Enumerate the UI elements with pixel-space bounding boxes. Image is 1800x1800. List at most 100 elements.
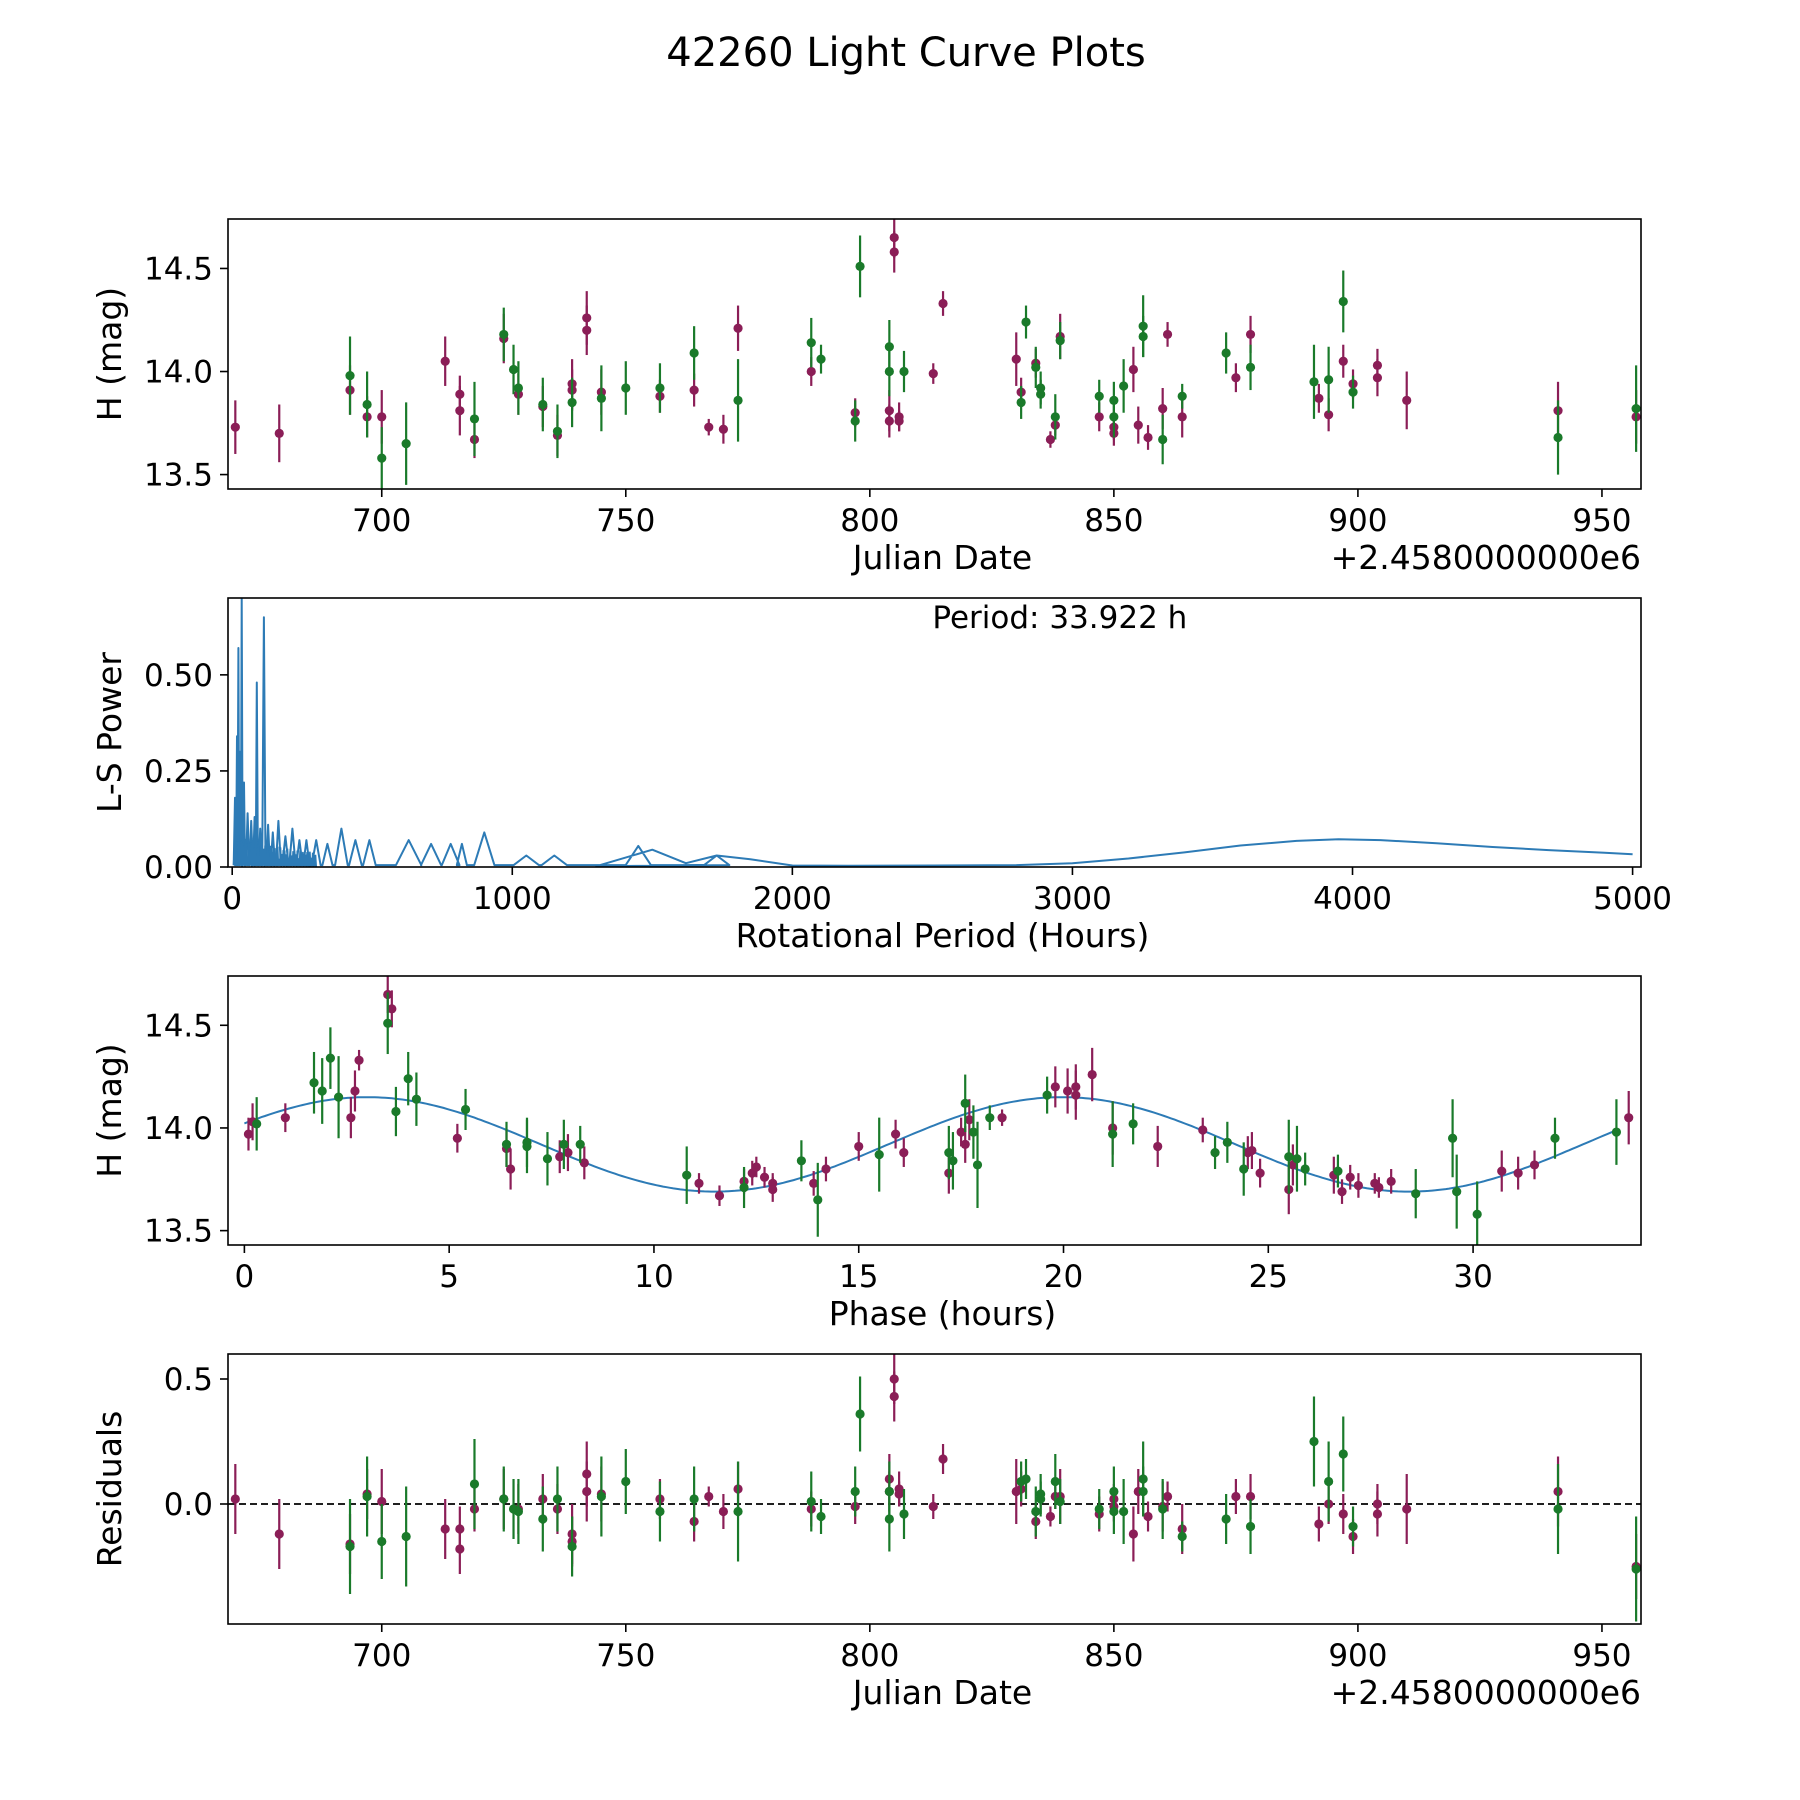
residuals-point-g-8 <box>538 1514 548 1524</box>
lightcurve-point-g-5 <box>499 329 509 340</box>
lightcurve-point-g-14 <box>689 348 699 358</box>
residuals-point-g-13 <box>655 1506 665 1517</box>
lightcurve-point-g-12 <box>621 383 631 393</box>
lightcurve-point-r-21 <box>718 424 729 434</box>
residuals-point-g-33 <box>1119 1506 1129 1517</box>
lightcurve-point-r-36 <box>1045 434 1056 445</box>
residuals-point-r-56 <box>1402 1504 1412 1514</box>
residuals-point-r-44 <box>1143 1511 1153 1522</box>
residuals-point-r-46 <box>1162 1491 1173 1502</box>
lightcurve-point-r-31 <box>928 368 938 379</box>
residuals-point-g-40 <box>1309 1436 1319 1447</box>
phased-point-r-14 <box>694 1178 704 1188</box>
residuals-point-g-43 <box>1348 1521 1358 1532</box>
lightcurve-xlabel: Julian Date <box>851 538 1033 577</box>
phased-point-g-15 <box>575 1139 585 1149</box>
residuals-frame <box>227 1353 1642 1625</box>
residuals-point-g-42 <box>1338 1449 1348 1459</box>
phased-point-g-30 <box>1210 1147 1220 1158</box>
residuals-xtick-label-2: 800 <box>840 1638 899 1674</box>
phased-point-g-21 <box>944 1147 954 1158</box>
lightcurve-point-r-50 <box>1314 393 1324 403</box>
residuals-point-g-1 <box>362 1491 372 1502</box>
phased-point-g-28 <box>1108 1129 1118 1139</box>
phased-point-r-21 <box>768 1184 778 1195</box>
lightcurve-point-r-46 <box>1162 329 1173 340</box>
lightcurve-point-g-42 <box>1338 296 1348 307</box>
lightcurve-point-g-8 <box>538 399 548 410</box>
phased-point-g-34 <box>1292 1154 1302 1164</box>
phased-point-g-10 <box>501 1139 512 1149</box>
residuals-point-g-30 <box>1094 1504 1104 1514</box>
residuals-point-r-55 <box>1372 1509 1383 1519</box>
lightcurve-panel: 700 750 800 850 900 950 13.5 14.0 14.5 Julian Dat… <box>90 218 1642 577</box>
residuals-panel: 700 750 800 850 900 950 0.0 0.5 Julian Date Resid… <box>90 1353 1642 1712</box>
residuals-point-r-49 <box>1245 1491 1256 1502</box>
phased-point-g-23 <box>968 1127 979 1137</box>
phased-point-r-25 <box>890 1129 901 1139</box>
lightcurve-xtick-label-3: 850 <box>1084 503 1143 539</box>
residuals-point-g-44 <box>1553 1504 1563 1514</box>
lightcurve-point-r-32 <box>938 298 948 309</box>
phased-point-g-41 <box>1550 1133 1560 1143</box>
residuals-point-r-20 <box>704 1491 714 1502</box>
lightcurve-point-g-1 <box>362 399 372 410</box>
residuals-point-g-9 <box>552 1494 563 1504</box>
lightcurve-point-r-47 <box>1177 412 1187 422</box>
residuals-point-r-52 <box>1338 1509 1348 1519</box>
periodogram-plot-area <box>232 598 1633 867</box>
lightcurve-point-g-36 <box>1158 434 1168 445</box>
residuals-ytick-label-0: 0.0 <box>164 1487 213 1523</box>
residuals-ylabel: Residuals <box>90 1411 129 1568</box>
lightcurve-plot-area <box>230 219 1641 489</box>
residuals-point-g-45 <box>1631 1564 1641 1574</box>
residuals-point-g-2 <box>377 1536 387 1547</box>
periodogram-frame <box>227 597 1642 868</box>
lightcurve-point-r-49 <box>1245 329 1256 340</box>
residuals-point-g-7 <box>513 1506 524 1517</box>
phased-point-r-19 <box>759 1172 770 1182</box>
residuals-xtick-label-0: 700 <box>352 1638 411 1674</box>
phased-point-g-12 <box>522 1141 532 1152</box>
residuals-point-g-0 <box>345 1541 355 1552</box>
residuals-point-g-17 <box>816 1511 826 1522</box>
phased-point-g-18 <box>796 1156 806 1166</box>
lightcurve-point-r-26 <box>884 416 894 426</box>
residuals-point-g-4 <box>469 1479 480 1489</box>
lightcurve-frame <box>227 218 1642 490</box>
phased-point-g-1 <box>309 1078 319 1088</box>
phased-point-g-20 <box>874 1150 884 1160</box>
phased-point-r-3 <box>346 1113 356 1123</box>
lightcurve-point-r-39 <box>1094 412 1104 422</box>
periodogram-panel: 0 1000 2000 3000 4000 5000 0.00 0.25 0.50 Rotatio… <box>90 597 1672 955</box>
phased-point-r-42 <box>1255 1168 1265 1178</box>
lightcurve-point-r-55 <box>1372 373 1383 383</box>
phased-point-g-24 <box>960 1098 970 1108</box>
lightcurve-offset-label: +2.4580000000e6 <box>1331 538 1641 577</box>
phased-point-g-33 <box>1284 1152 1294 1162</box>
phased-point-r-15 <box>714 1191 725 1201</box>
residuals-point-g-27 <box>1036 1494 1046 1504</box>
phased-point-r-5 <box>354 1055 364 1065</box>
periodogram-xtick-label-5: 5000 <box>1593 881 1672 917</box>
phased-point-r-39 <box>1198 1125 1208 1135</box>
phased-point-r-52 <box>1497 1166 1507 1176</box>
residuals-point-g-15 <box>733 1506 743 1517</box>
phased-point-r-8 <box>452 1133 462 1143</box>
phased-point-r-32 <box>1050 1082 1060 1092</box>
phased-ylabel: H (mag) <box>90 1043 129 1177</box>
lightcurve-point-r-5 <box>440 356 450 366</box>
phased-point-r-29 <box>960 1139 970 1149</box>
phased-point-g-38 <box>1448 1133 1458 1143</box>
phased-point-r-35 <box>1071 1082 1081 1092</box>
residuals-point-r-5 <box>440 1524 450 1534</box>
residuals-point-r-16 <box>582 1486 592 1497</box>
phased-point-g-16 <box>682 1170 692 1180</box>
phased-point-g-37 <box>1411 1189 1421 1199</box>
residuals-point-r-31 <box>928 1501 938 1512</box>
phased-xtick-label-4: 20 <box>1044 1259 1083 1295</box>
phased-ytick-label-0: 13.5 <box>144 1214 213 1250</box>
periodogram-xtick-label-0: 0 <box>222 881 242 917</box>
lightcurve-point-g-33 <box>1119 381 1129 391</box>
